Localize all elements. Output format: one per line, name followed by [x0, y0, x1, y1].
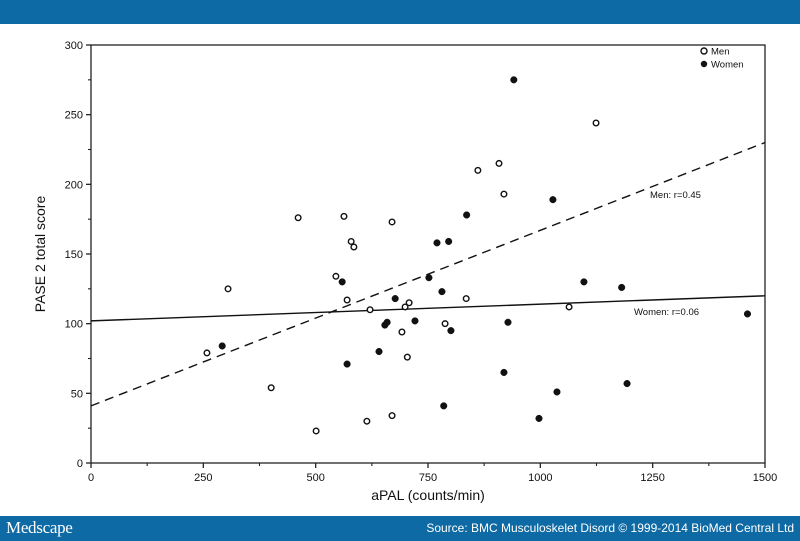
men-data-point — [267, 384, 275, 392]
women-data-point — [383, 318, 391, 326]
women-data-point — [440, 402, 448, 410]
men-data-point — [401, 303, 409, 311]
men-data-point — [347, 237, 355, 245]
women-data-point — [623, 380, 631, 388]
women-fit-line — [90, 295, 766, 322]
men-data-point — [565, 303, 573, 311]
x-tick-label: 500 — [306, 472, 324, 484]
x-axis: 0 250 500 750 1000 1250 1500 — [88, 463, 777, 484]
women-data-point — [218, 342, 226, 350]
women-data-point — [447, 327, 455, 335]
y-axis: 0 50 100 150 200 250 300 — [65, 40, 91, 470]
legend-women-label: Women — [711, 60, 744, 71]
women-data-point — [438, 288, 446, 296]
women-data-point — [463, 211, 471, 219]
y-tick-label: 50 — [71, 388, 83, 400]
x-tick-label: 0 — [88, 472, 94, 484]
x-tick-label: 250 — [194, 472, 212, 484]
men-data-point — [474, 166, 482, 174]
men-fit-line — [90, 141, 766, 407]
data-points — [203, 76, 752, 435]
y-tick-label: 100 — [65, 319, 83, 331]
men-fit-label: Men: r=0.45 — [650, 190, 701, 201]
women-data-point — [433, 239, 441, 247]
women-data-point — [375, 347, 383, 356]
women-data-point — [743, 310, 752, 318]
men-data-point — [224, 285, 232, 293]
y-tick-label: 150 — [65, 249, 83, 261]
men-data-point — [343, 296, 351, 304]
plot-border — [90, 44, 766, 464]
men-data-point — [340, 212, 348, 220]
women-data-point — [445, 237, 453, 246]
y-tick-label: 300 — [65, 40, 83, 52]
fit-lines — [90, 141, 766, 407]
men-data-point — [350, 243, 358, 251]
women-data-point — [343, 360, 351, 368]
source-credit: Source: BMC Musculoskelet Disord © 1999-… — [426, 521, 794, 535]
women-data-point — [510, 76, 518, 84]
legend-men-marker-icon — [700, 47, 708, 55]
header-bar — [0, 0, 800, 24]
men-data-point — [312, 427, 320, 435]
men-data-point — [203, 349, 211, 357]
men-data-point — [462, 295, 470, 303]
x-tick-label: 1250 — [640, 472, 664, 484]
legend-women-marker-icon — [700, 60, 708, 68]
footer-bar: Medscape Source: BMC Musculoskelet Disor… — [0, 516, 800, 541]
x-axis-title: aPAL (counts/min) — [371, 487, 485, 503]
men-data-point — [592, 119, 600, 127]
y-tick-label: 250 — [65, 110, 83, 122]
women-data-point — [411, 317, 419, 325]
women-data-point — [500, 368, 508, 376]
women-data-point — [504, 318, 512, 326]
women-data-point — [618, 283, 626, 291]
men-data-point — [441, 320, 449, 328]
x-tick-label: 1500 — [753, 472, 777, 484]
men-data-point — [366, 306, 374, 314]
x-tick-label: 750 — [419, 472, 437, 484]
scatter-chart: 0 50 100 150 200 250 300 0 250 500 750 1000 1250 150… — [32, 40, 777, 503]
men-data-point — [403, 353, 411, 361]
medscape-logo: Medscape — [6, 518, 73, 537]
plot-frame — [90, 44, 766, 464]
y-tick-label: 0 — [77, 458, 83, 470]
women-fit-label: Women: r=0.06 — [634, 307, 699, 318]
legend-men-label: Men — [711, 47, 729, 58]
men-data-point — [398, 328, 406, 336]
women-data-point — [425, 274, 433, 282]
women-data-point — [580, 278, 588, 286]
women-data-point — [549, 196, 557, 204]
x-tick-label: 1000 — [528, 472, 552, 484]
women-data-point — [391, 295, 399, 303]
men-data-point — [294, 214, 302, 222]
women-data-point — [535, 414, 543, 422]
women-data-point — [553, 388, 561, 396]
y-axis-title: PASE 2 total score — [32, 196, 48, 313]
men-data-point — [495, 159, 503, 167]
men-data-point — [388, 218, 396, 226]
men-data-point — [363, 417, 371, 425]
men-data-point — [405, 299, 413, 307]
y-tick-label: 200 — [65, 179, 83, 191]
men-data-point — [388, 412, 396, 420]
men-data-point — [500, 190, 508, 198]
men-data-point — [332, 272, 340, 280]
legend: Men Women — [700, 47, 744, 71]
women-data-point — [338, 278, 346, 286]
annotations: Men: r=0.45 Women: r=0.06 — [634, 190, 701, 318]
